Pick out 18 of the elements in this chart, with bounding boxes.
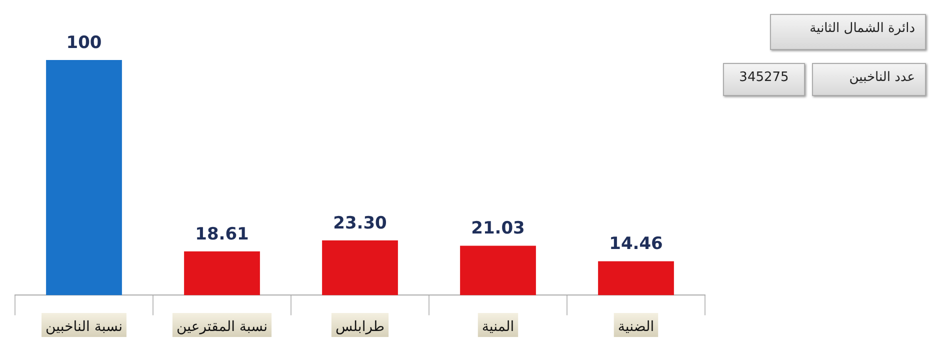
bar [460, 246, 536, 296]
bar [46, 60, 122, 296]
data-label: 21.03 [471, 218, 525, 239]
x-tick-label: نسبة المقترعين [176, 319, 268, 336]
x-tick-label: طرابلس [335, 319, 385, 336]
bar [184, 251, 260, 296]
bar [322, 240, 398, 296]
data-label: 14.46 [609, 234, 663, 254]
bar [598, 261, 674, 296]
x-tick-label: المنية [482, 319, 514, 336]
data-label: 23.30 [333, 213, 388, 234]
data-label: 18.61 [195, 224, 249, 244]
text: دائرة الشمال الثانية [770, 14, 926, 50]
x-tick-label: الضنية [618, 319, 654, 336]
text: 345275 [723, 63, 805, 96]
text: عدد الناخبين [812, 63, 926, 96]
x-tick-label: نسبة الناخبين [46, 319, 122, 336]
data-label: 100 [66, 32, 102, 53]
